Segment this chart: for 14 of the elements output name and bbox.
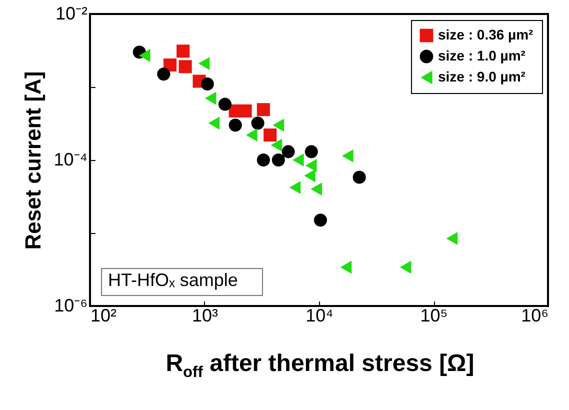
x-tick-label: 10⁵ [420,306,448,326]
y-tick-label: 10⁻⁴ [54,150,88,170]
legend-label: size : 9.0 µm² [438,68,526,84]
x-tick-label: 10⁴ [306,306,334,326]
x-axis-title: R$_{off}$ after thermal stress [Ω] [164,350,476,382]
legend-label: size : 1.0 µm² [438,48,526,64]
annotation: HT-HfOₓ sample [101,268,263,296]
y-tick-label: 10⁻² [55,4,88,24]
y-tick-label: 10⁻⁶ [54,296,88,316]
x-tick-label: 10² [90,306,117,326]
legend-label: size : 0.36 µm² [438,26,534,42]
x-tick-label: 10⁶ [521,306,548,326]
y-axis-title: Reset current [A] [20,71,46,250]
x-tick-label: 10³ [192,306,218,326]
